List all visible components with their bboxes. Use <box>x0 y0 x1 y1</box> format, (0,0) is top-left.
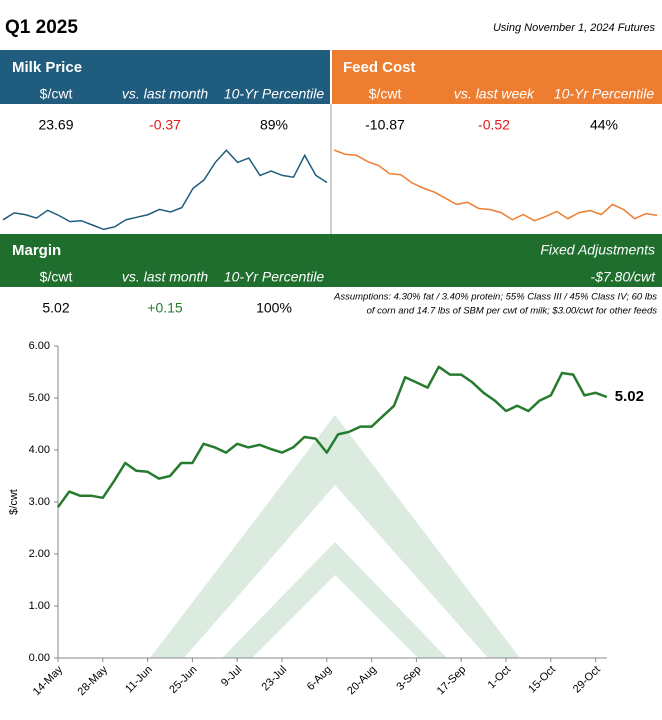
margin-col: $/cwt <box>40 269 73 285</box>
x-tick-label: 25-Jun <box>167 664 199 696</box>
x-tick-label: 20-Aug <box>345 664 379 698</box>
feed-value: -10.87 <box>365 117 405 133</box>
x-tick-label: 17-Sep <box>435 664 469 698</box>
margin-title: Margin <box>12 242 61 259</box>
adjust-value: -$7.80/cwt <box>590 269 656 285</box>
margin-col: 10-Yr Percentile <box>224 269 325 285</box>
feed-change: -0.52 <box>478 117 510 133</box>
milk-percentile: 89% <box>260 117 288 133</box>
x-tick-label: 1-Oct <box>486 664 514 692</box>
y-axis-label: $/cwt <box>8 489 20 515</box>
milk-change: -0.37 <box>149 117 181 133</box>
x-tick-label: 3-Sep <box>394 664 423 693</box>
y-tick-label: 1.00 <box>29 600 50 612</box>
margin-header <box>0 234 662 287</box>
x-tick-label: 11-Jun <box>123 664 155 696</box>
x-tick-label: 28-May <box>76 663 111 698</box>
watermark <box>150 415 520 658</box>
y-tick-label: 3.00 <box>29 496 50 508</box>
sparkline <box>2 149 328 231</box>
y-tick-label: 6.00 <box>29 340 50 352</box>
margin-col: vs. last month <box>122 269 209 285</box>
x-tick-label: 23-Jul <box>259 664 289 694</box>
adjust-title: Fixed Adjustments <box>540 242 655 258</box>
y-tick-label: 5.00 <box>29 392 50 404</box>
y-tick-label: 0.00 <box>29 652 50 664</box>
feed-percentile: 44% <box>590 117 618 133</box>
milk-col: 10-Yr Percentile <box>224 86 325 102</box>
sparkline <box>333 149 658 222</box>
assumptions: Assumptions: 4.30% fat / 3.40% protein; … <box>333 292 657 303</box>
x-tick-label: 9-Jul <box>219 664 244 689</box>
milk-col: vs. last month <box>122 86 209 102</box>
feed-col: $/cwt <box>369 86 402 102</box>
y-tick-label: 2.00 <box>29 548 50 560</box>
y-tick-label: 4.00 <box>29 444 50 456</box>
margin-change: +0.15 <box>147 300 183 316</box>
feed-col: 10-Yr Percentile <box>554 86 655 102</box>
x-tick-label: 15-Oct <box>526 664 558 696</box>
margin-line <box>56 365 608 508</box>
margin-value: 5.02 <box>42 300 69 316</box>
feed-col: vs. last week <box>454 86 535 102</box>
milk-col: $/cwt <box>40 86 73 102</box>
futures-note: Using November 1, 2024 Futures <box>493 22 656 34</box>
margin-percentile: 100% <box>256 300 292 316</box>
page-title: Q1 2025 <box>5 17 78 38</box>
end-label: 5.02 <box>615 388 644 405</box>
x-tick-label: 29-Oct <box>571 664 603 696</box>
milk-value: 23.69 <box>38 117 73 133</box>
x-tick-label: 6-Aug <box>305 664 334 693</box>
feed-title: Feed Cost <box>343 59 416 76</box>
assumptions: of corn and 14.7 lbs of SBM per cwt of m… <box>367 306 658 317</box>
milk-header <box>0 50 330 104</box>
x-tick-label: 14-May <box>31 663 66 698</box>
milk-title: Milk Price <box>12 59 82 76</box>
feed-header <box>332 50 662 104</box>
